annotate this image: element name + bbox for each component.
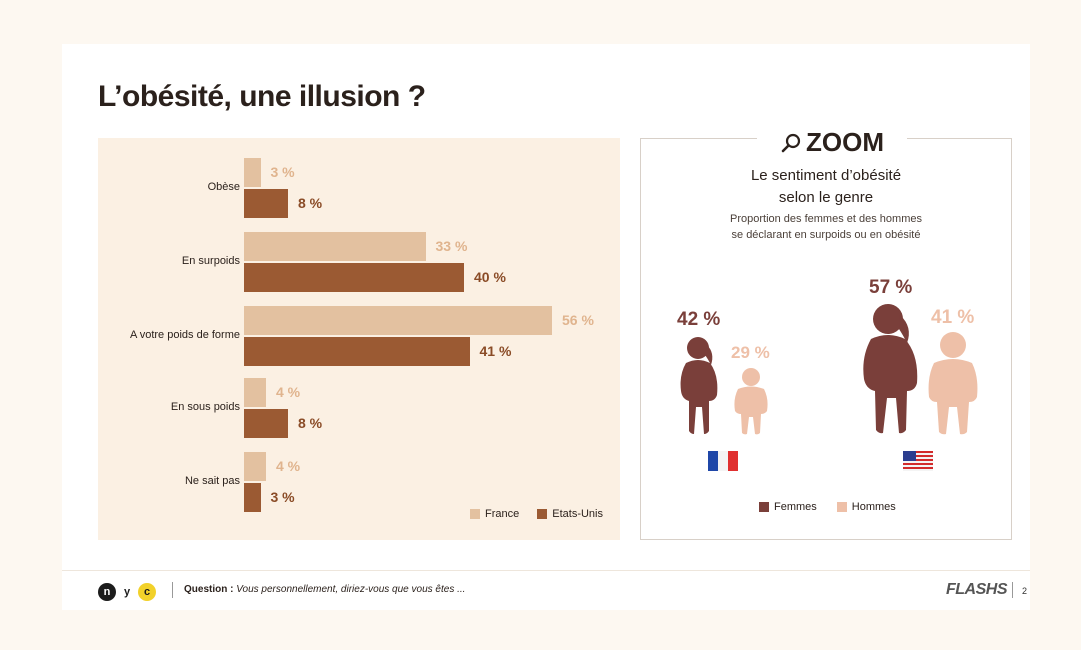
bar-value-label: 4 % bbox=[276, 384, 301, 400]
bar-france bbox=[244, 378, 266, 407]
category-label: Obèse bbox=[207, 181, 240, 193]
bar-etats-unis bbox=[244, 483, 261, 512]
category-label: En sous poids bbox=[170, 401, 240, 413]
france-femmes-value: 42 % bbox=[677, 309, 721, 330]
bar-value-label: 56 % bbox=[562, 312, 594, 328]
bar-value-label: 3 % bbox=[270, 489, 295, 505]
usa-femme-figure bbox=[863, 304, 918, 434]
bar-value-label: 40 % bbox=[474, 269, 506, 285]
question-body: Vous personnellement, diriez-vous que vo… bbox=[236, 584, 466, 595]
france-hommes-value: 29 % bbox=[731, 343, 770, 362]
magnifier-icon bbox=[781, 133, 801, 152]
bar-etats-unis bbox=[244, 409, 288, 438]
zoom-subtitle-line1: Proportion des femmes et des hommes bbox=[730, 213, 922, 225]
page-title: L’obésité, une illusion ? bbox=[98, 80, 426, 113]
usa-hommes-value: 41 % bbox=[931, 307, 975, 328]
bar-value-label: 41 % bbox=[479, 343, 512, 359]
bar-value-label: 4 % bbox=[276, 458, 301, 474]
zoom-heading-text: ZOOM bbox=[806, 127, 884, 157]
bar-france bbox=[244, 452, 266, 481]
zoom-legend: Femmes Hommes bbox=[759, 501, 896, 513]
category-label: En surpoids bbox=[181, 255, 240, 267]
bar-value-label: 8 % bbox=[298, 415, 323, 431]
bar-value-label: 33 % bbox=[435, 238, 468, 254]
legend-swatch-hommes bbox=[836, 502, 847, 512]
legend-label-hommes: Hommes bbox=[851, 501, 896, 513]
zoom-title-line1: Le sentiment d’obésité bbox=[750, 167, 902, 184]
footer: n y c Question : Vous personnellement, d… bbox=[62, 570, 1030, 611]
legend-label-france: France bbox=[485, 508, 520, 520]
bar-value-label: 3 % bbox=[270, 164, 295, 180]
legend-swatch-etats-unis bbox=[537, 509, 548, 519]
bar-value-label: 8 % bbox=[298, 195, 323, 211]
bar-etats-unis bbox=[244, 263, 464, 292]
logo-n: n bbox=[98, 583, 116, 601]
zoom-heading: ZOOM bbox=[757, 127, 907, 158]
legend-swatch-france bbox=[470, 509, 480, 519]
bar-etats-unis bbox=[244, 337, 470, 366]
slide: L’obésité, une illusion ? Obèse 3 % 8 % En … bbox=[62, 44, 1030, 610]
bar-france bbox=[244, 232, 426, 261]
zoom-subtitle-line2: se déclarant en surpoids ou en obésité bbox=[731, 229, 921, 241]
footer-divider-right bbox=[1012, 582, 1013, 598]
category-label: A votre poids de forme bbox=[129, 329, 240, 341]
legend-label-etats-unis: Etats-Unis bbox=[552, 508, 603, 520]
bar-etats-unis bbox=[244, 189, 288, 218]
bar-france bbox=[244, 158, 261, 187]
question-label: Question : bbox=[184, 584, 234, 595]
category-label: Ne sait pas bbox=[184, 475, 240, 487]
question-text: Question : Vous personnellement, diriez-… bbox=[184, 584, 465, 595]
logo-y: y bbox=[123, 586, 131, 598]
bar-chart-panel: Obèse 3 % 8 % En surpoids 33 % 40 % A votre po… bbox=[98, 138, 620, 540]
footer-divider bbox=[172, 582, 173, 598]
page-number: 2 bbox=[1022, 586, 1028, 596]
france-homme-figure bbox=[734, 368, 768, 435]
france-flag-icon bbox=[708, 451, 738, 471]
legend-label-femmes: Femmes bbox=[774, 501, 817, 513]
brand-logo: FLASHS bbox=[946, 581, 1008, 598]
logo-c: c bbox=[138, 583, 156, 601]
zoom-title-line2: selon le genre bbox=[778, 189, 874, 206]
chart-legend: France Etats-Unis bbox=[470, 508, 603, 520]
bar-france bbox=[244, 306, 552, 335]
usa-femmes-value: 57 % bbox=[869, 277, 913, 298]
usa-homme-figure bbox=[928, 332, 978, 435]
zoom-panel: ZOOM Le sentiment d’obésité selon le gen… bbox=[640, 127, 1012, 540]
us-flag-icon bbox=[903, 451, 933, 471]
legend-swatch-femmes bbox=[759, 502, 769, 512]
france-femme-figure bbox=[680, 337, 718, 434]
